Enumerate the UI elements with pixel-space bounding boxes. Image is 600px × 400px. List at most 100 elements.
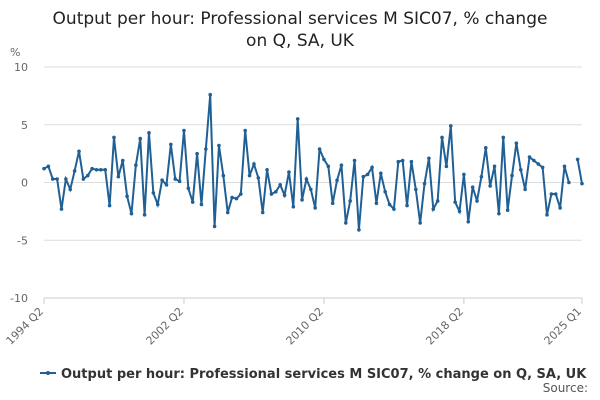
series-line: [43, 94, 583, 230]
point: [540, 165, 545, 170]
y-tick-label: 5: [21, 119, 28, 132]
point: [567, 180, 571, 185]
point: [326, 164, 331, 169]
point: [409, 159, 414, 164]
point: [55, 177, 59, 181]
y-tick-label: 10: [14, 61, 28, 74]
point: [72, 169, 77, 173]
point: [234, 196, 239, 201]
point: [94, 167, 99, 172]
point: [212, 224, 217, 229]
point: [370, 165, 374, 170]
point: [230, 195, 234, 200]
point: [339, 163, 344, 167]
point: [457, 209, 462, 214]
point: [575, 157, 580, 162]
point: [444, 164, 449, 169]
point: [505, 208, 510, 213]
x-tick-label: 2002 Q2: [144, 305, 187, 348]
point: [46, 164, 51, 169]
point: [348, 199, 352, 203]
point: [396, 159, 401, 164]
point: [470, 185, 475, 189]
point: [99, 167, 103, 172]
point: [129, 211, 134, 216]
point: [435, 199, 440, 203]
point: [151, 191, 156, 195]
point: [160, 178, 164, 182]
point: [418, 221, 422, 225]
point: [330, 201, 335, 206]
x-tick-label: 2025 Q1: [542, 305, 585, 348]
point: [387, 202, 392, 207]
point: [85, 173, 90, 178]
point: [142, 213, 147, 217]
point: [344, 221, 348, 225]
point: [313, 206, 317, 210]
point: [462, 172, 466, 177]
y-tick-label: 0: [21, 177, 28, 190]
point: [134, 163, 138, 167]
point: [90, 166, 94, 171]
point: [400, 158, 405, 163]
point: [125, 194, 129, 199]
point: [479, 174, 484, 179]
point: [155, 202, 160, 207]
point: [431, 207, 436, 211]
point: [239, 192, 243, 196]
x-tick-label: 2010 Q2: [284, 305, 327, 348]
point: [59, 207, 64, 211]
point: [518, 167, 523, 172]
point: [103, 167, 108, 172]
point: [532, 158, 536, 163]
point: [77, 149, 81, 154]
point: [300, 198, 304, 202]
point: [357, 228, 361, 232]
x-tick-label: 2018 Q2: [423, 305, 466, 348]
point: [523, 187, 527, 192]
point: [50, 177, 55, 181]
point: [278, 183, 282, 187]
point: [374, 201, 379, 206]
point: [405, 203, 409, 208]
point: [295, 117, 300, 121]
point: [291, 204, 296, 209]
point: [335, 178, 339, 182]
point: [81, 177, 86, 181]
point: [169, 142, 173, 147]
point: [260, 210, 265, 215]
point: [483, 146, 488, 150]
point: [466, 219, 471, 224]
point: [269, 192, 274, 196]
point: [562, 164, 567, 169]
point: [217, 143, 221, 148]
point: [287, 170, 291, 174]
point: [116, 174, 121, 179]
point: [182, 128, 186, 133]
point: [274, 189, 278, 194]
point: [64, 177, 68, 181]
point: [265, 167, 269, 172]
x-tick-label: 1994 Q2: [4, 305, 47, 348]
y-axis-label: %: [10, 46, 20, 59]
point: [545, 213, 549, 217]
point: [190, 200, 195, 204]
point: [225, 210, 230, 215]
point: [558, 206, 562, 210]
point: [488, 184, 492, 188]
point: [514, 141, 519, 146]
point: [112, 135, 116, 140]
point: [120, 158, 125, 163]
point: [247, 173, 252, 178]
point: [256, 176, 261, 180]
point: [173, 177, 178, 181]
point: [164, 183, 169, 187]
point: [580, 181, 584, 186]
chart-title: Output per hour: Professional services M…: [52, 9, 548, 51]
point: [352, 158, 357, 163]
point: [365, 172, 370, 177]
point: [510, 173, 514, 178]
point: [252, 162, 256, 166]
